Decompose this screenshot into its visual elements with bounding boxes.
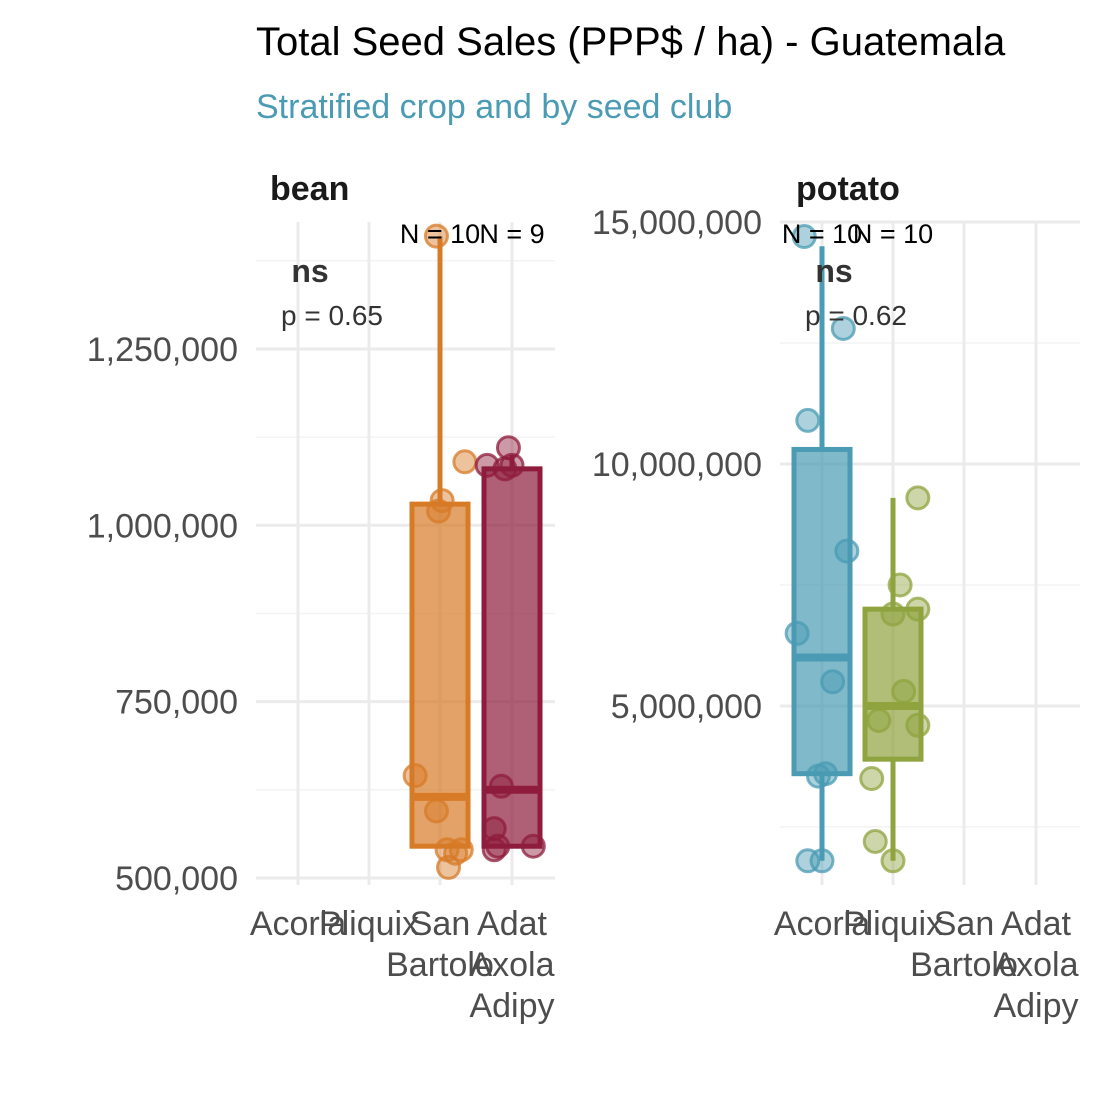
data-point [795,407,821,433]
count-label: N = 10 [400,219,480,249]
data-point [429,488,455,514]
y-tick-label: 1,000,000 [87,507,238,545]
data-point [481,837,507,863]
p-value-label: p = 0.65 [281,300,383,331]
data-point [866,707,892,733]
count-label: N = 10 [853,219,933,249]
data-point [809,848,835,874]
y-tick-label: 500,000 [115,860,238,898]
data-point [905,712,931,738]
data-point [905,485,931,511]
data-point [905,596,931,622]
data-point [520,833,546,859]
data-point [891,678,917,704]
data-point [784,620,810,646]
data-point [423,798,449,824]
panel-title-bean: bean [270,170,349,208]
count-label: N = 10 [782,219,862,249]
data-point [436,854,462,880]
data-point [880,601,906,627]
data-point [791,224,817,250]
panel-title-potato: potato [796,170,900,208]
x-tick-label: Adat Axola Adipy [993,905,1078,1025]
data-point [830,315,856,341]
p-value-label: p = 0.62 [805,300,907,331]
data-point [443,840,469,866]
data-point [880,848,906,874]
data-point [499,452,525,478]
data-point [402,763,428,789]
x-tick-label: Acorla [250,905,346,943]
x-tick-label: Pliquix [319,905,419,943]
data-point [834,538,860,564]
data-point [488,773,514,799]
y-tick-label: 1,250,000 [87,331,238,369]
x-tick-label: Acorla [774,905,870,943]
data-point [859,766,885,792]
data-point [805,763,831,789]
data-point [423,223,449,249]
significance-label: ns [815,253,852,289]
x-tick-label: San Bartolo [910,905,1018,984]
data-point [474,452,500,478]
chart-subtitle: Stratified crop and by seed club [256,88,732,126]
box-iqr [409,501,471,849]
x-tick-label: San Bartolo [386,905,494,984]
count-label: N = 9 [479,219,544,249]
data-point [452,449,478,475]
data-point [820,669,846,695]
x-tick-label: Adat Axola Adipy [469,905,554,1025]
data-point [862,828,888,854]
panel-bean: bean 500,000 750,000 1,000,000 1,250,000 Acor… [87,170,555,1025]
box-iqr [791,446,853,777]
y-tick-label: 15,000,000 [592,204,762,242]
significance-label: ns [291,253,328,289]
y-tick-label: 750,000 [115,684,238,722]
y-tick-label: 5,000,000 [611,688,762,726]
panel-potato: potato 5,000,000 10,000,000 15,000,000 Acorl… [592,170,1080,1025]
x-tick-label: Pliquix [843,905,943,943]
y-tick-label: 10,000,000 [592,446,762,484]
data-point [887,572,913,598]
data-point [485,833,511,859]
chart-title: Total Seed Sales (PPP$ / ha) - Guatemala [256,20,1006,64]
